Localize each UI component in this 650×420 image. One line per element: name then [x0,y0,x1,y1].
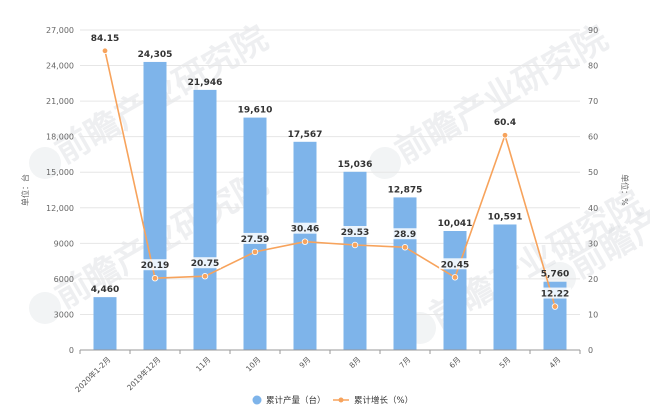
y-left-tick-label: 0 [69,346,74,355]
growth-point [401,244,409,251]
x-tick-label: 6月 [447,355,462,370]
growth-label-bg [239,232,271,244]
growth-point [151,275,159,282]
y-right-tick-label: 80 [588,62,598,71]
growth-label-bg [289,222,321,234]
legend-line-label: 累计增长（%） [354,395,413,406]
line-series [101,47,559,310]
x-tick-label: 2019年12月 [124,354,162,392]
growth-value-label: 60.4 [494,118,516,128]
bar [293,141,317,350]
y-left-tick-label: 24,000 [46,62,74,71]
watermark-logo [369,147,401,179]
y-right-tick-label: 40 [588,204,598,213]
y-left-tick-label: 21,000 [46,97,74,106]
x-tick-label: 2020年1-2月 [73,354,113,394]
watermark-text: 前瞻产业研究院 [389,18,615,172]
growth-label-bg [89,31,121,43]
y-right-tick-label: 30 [588,239,598,248]
bar-value-label: 10,591 [488,212,523,222]
y-left-tick-label: 6000 [54,275,74,284]
y-left-tick-label: 9000 [54,239,74,248]
y-left-tick-label: 12,000 [46,204,74,213]
growth-label-bg [439,258,471,270]
bar [393,197,417,350]
bar-value-label: 12,875 [388,185,423,195]
growth-value-label: 28.9 [394,230,416,240]
growth-label-bg [189,257,221,269]
bar [143,61,167,351]
growth-value-label: 29.53 [341,228,369,238]
x-tick-label: 11月 [194,355,212,373]
growth-point [251,248,259,256]
growth-point [101,47,109,54]
y-right-tick-label: 20 [588,275,598,284]
growth-point [451,274,459,281]
growth-label-bg [339,226,371,238]
growth-point [551,303,559,310]
legend-bar-label: 累计产量（台） [266,395,326,406]
bar-value-label: 5,760 [541,270,569,280]
growth-point [351,241,359,249]
y-left-tick-label: 18,000 [46,133,74,142]
x-tick-label: 8月 [347,355,362,370]
y-right-tick-label: 0 [588,346,593,355]
growth-point [501,132,509,139]
bar-value-label: 10,041 [438,219,473,229]
y-left-tick-label: 15,000 [46,168,74,177]
growth-value-label: 84.15 [91,34,119,44]
watermark-logo [29,147,61,179]
growth-label-bg [391,228,419,240]
bar-value-label: 17,567 [288,130,323,140]
growth-point [201,273,209,280]
y-left-axis-title: 单位：台 [20,174,30,206]
y-left-tick-label: 27,000 [46,26,74,35]
y-left-tick-label: 3000 [54,310,74,319]
watermark-logo [29,292,61,324]
growth-value-label: 20.45 [441,260,469,270]
x-tick-label: 10月 [244,355,262,373]
bar [493,224,517,350]
growth-value-label: 20.19 [141,261,169,271]
x-tick-label: 7月 [397,355,412,370]
legend-line-dot [338,397,344,403]
y-right-axis-title: 单位：% [620,174,630,206]
x-tick-label: 4月 [547,355,562,370]
growth-point [301,238,309,245]
x-tick-label: 5月 [497,355,512,370]
y-right-tick-label: 60 [588,133,598,142]
legend: 累计产量（台） 累计增长（%） [252,395,413,406]
growth-value-label: 30.46 [291,225,319,235]
x-tick-label: 9月 [297,355,312,370]
data-labels: 4,460 24,305 21,946 19,610 17,567 15,036 12,87… [89,31,571,300]
bar-value-label: 24,305 [138,50,173,60]
legend-bar-marker [252,395,262,405]
bar [193,89,217,350]
bar-value-label: 4,460 [91,285,119,295]
bar [343,171,367,350]
y-right-tick-label: 90 [588,26,598,35]
growth-value-label: 27.59 [241,235,269,245]
y-right-tick-label: 70 [588,97,598,106]
bar-value-label: 15,036 [338,160,373,170]
bar [543,281,567,350]
growth-label-bg [139,259,171,271]
growth-label-bg [539,287,571,299]
growth-label-bg [491,116,519,128]
y-right-tick-label: 10 [588,310,598,319]
bar [443,230,467,350]
bar-value-label: 21,946 [188,78,223,88]
y-right-tick-label: 50 [588,168,598,177]
growth-value-label: 20.75 [191,259,219,269]
growth-line [104,50,556,307]
bar [93,297,117,350]
growth-value-label: 12.22 [541,290,569,300]
bar-value-label: 19,610 [238,106,273,116]
